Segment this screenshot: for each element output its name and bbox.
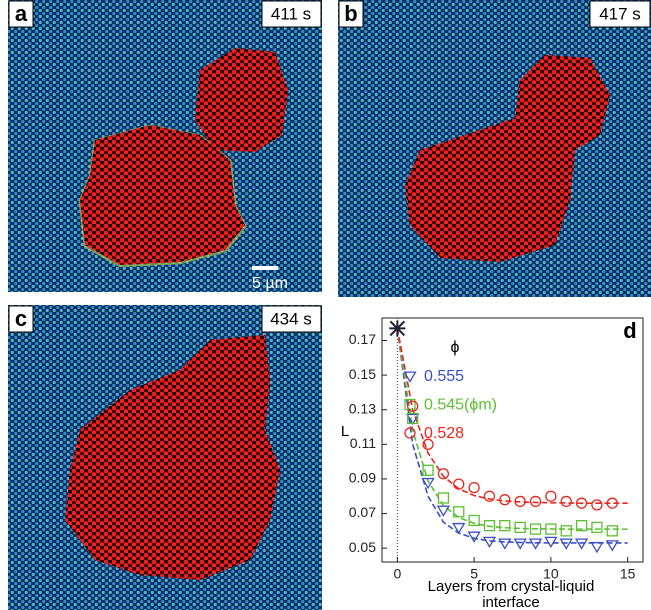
marker (544, 536, 558, 549)
marker (403, 371, 417, 383)
marker (406, 413, 420, 426)
panel-label: a (15, 1, 28, 26)
marker (529, 495, 542, 508)
marker (575, 497, 588, 509)
y-axis-label: L (341, 423, 349, 440)
marker (483, 520, 496, 532)
marker (545, 523, 557, 535)
y-tick-label: 0.11 (350, 435, 376, 451)
y-tick-label: 0.15 (349, 366, 376, 382)
marker (528, 538, 543, 550)
y-tick-label: 0.07 (349, 504, 376, 520)
marker (422, 464, 434, 476)
crystal (65, 335, 280, 580)
marker (574, 538, 589, 550)
marker (514, 521, 526, 534)
fit-line (396, 328, 628, 530)
y-tick-label: 0.05 (349, 539, 376, 555)
legend-label: 0.545(ϕm) (424, 397, 497, 414)
marker (468, 514, 480, 527)
marker (498, 538, 512, 550)
marker (453, 478, 465, 490)
marker (407, 412, 419, 425)
plot-frame (381, 317, 644, 563)
time-label: 434 s (270, 309, 312, 328)
marker (437, 468, 450, 480)
legend-label: 0.555 (424, 368, 464, 385)
crystal (405, 55, 610, 262)
marker (606, 525, 618, 537)
marker (575, 520, 588, 532)
marker (483, 490, 496, 502)
marker (407, 400, 419, 412)
marker (514, 495, 526, 508)
marker (482, 536, 497, 549)
x-axis-label: interface (482, 594, 540, 610)
time-label: 417 s (599, 4, 641, 23)
marker (437, 492, 450, 504)
marker (559, 538, 573, 550)
marker (404, 427, 416, 439)
marker (436, 505, 451, 517)
panel-c: c 434 s (8, 305, 322, 610)
x-tick-label: 5 (470, 566, 478, 582)
marker (499, 494, 511, 506)
marker (591, 521, 603, 534)
marker (590, 541, 604, 554)
marker (453, 506, 465, 518)
marker (499, 520, 511, 532)
panel-a: a 411 s 5 µm (8, 0, 322, 292)
marker (545, 490, 557, 502)
origin-marker (389, 320, 406, 337)
x-tick-label: 10 (543, 566, 559, 582)
panel-label: b (344, 1, 357, 26)
marker (404, 398, 416, 411)
crystal (80, 125, 245, 265)
marker (513, 538, 527, 550)
marker (606, 497, 618, 509)
scale-label: 5 µm (252, 275, 288, 292)
panel-b: b 417 s (338, 0, 651, 297)
legend-title: ϕ (451, 339, 460, 356)
fit-line (396, 328, 628, 504)
marker (560, 495, 572, 508)
marker (560, 525, 572, 537)
y-tick-label: 0.09 (349, 470, 376, 486)
panel-label: c (15, 306, 27, 331)
marker (422, 438, 434, 450)
fit-line (396, 328, 628, 544)
marker (591, 499, 603, 511)
marker (421, 477, 435, 490)
crystal (195, 48, 288, 152)
marker (467, 531, 481, 543)
time-label: 411 s (271, 4, 311, 23)
x-tick-label: 15 (620, 566, 636, 582)
marker (605, 540, 619, 552)
x-tick-label: 0 (393, 566, 401, 582)
marker (529, 523, 542, 535)
legend-label: 0.528 (424, 425, 464, 442)
marker (452, 522, 466, 535)
marker (468, 481, 480, 494)
y-tick-label: 0.13 (349, 400, 376, 416)
y-tick-label: 0.17 (349, 331, 376, 347)
panel-label: d (623, 318, 636, 343)
x-axis-label: Layers from crystal-liquid (428, 578, 595, 595)
